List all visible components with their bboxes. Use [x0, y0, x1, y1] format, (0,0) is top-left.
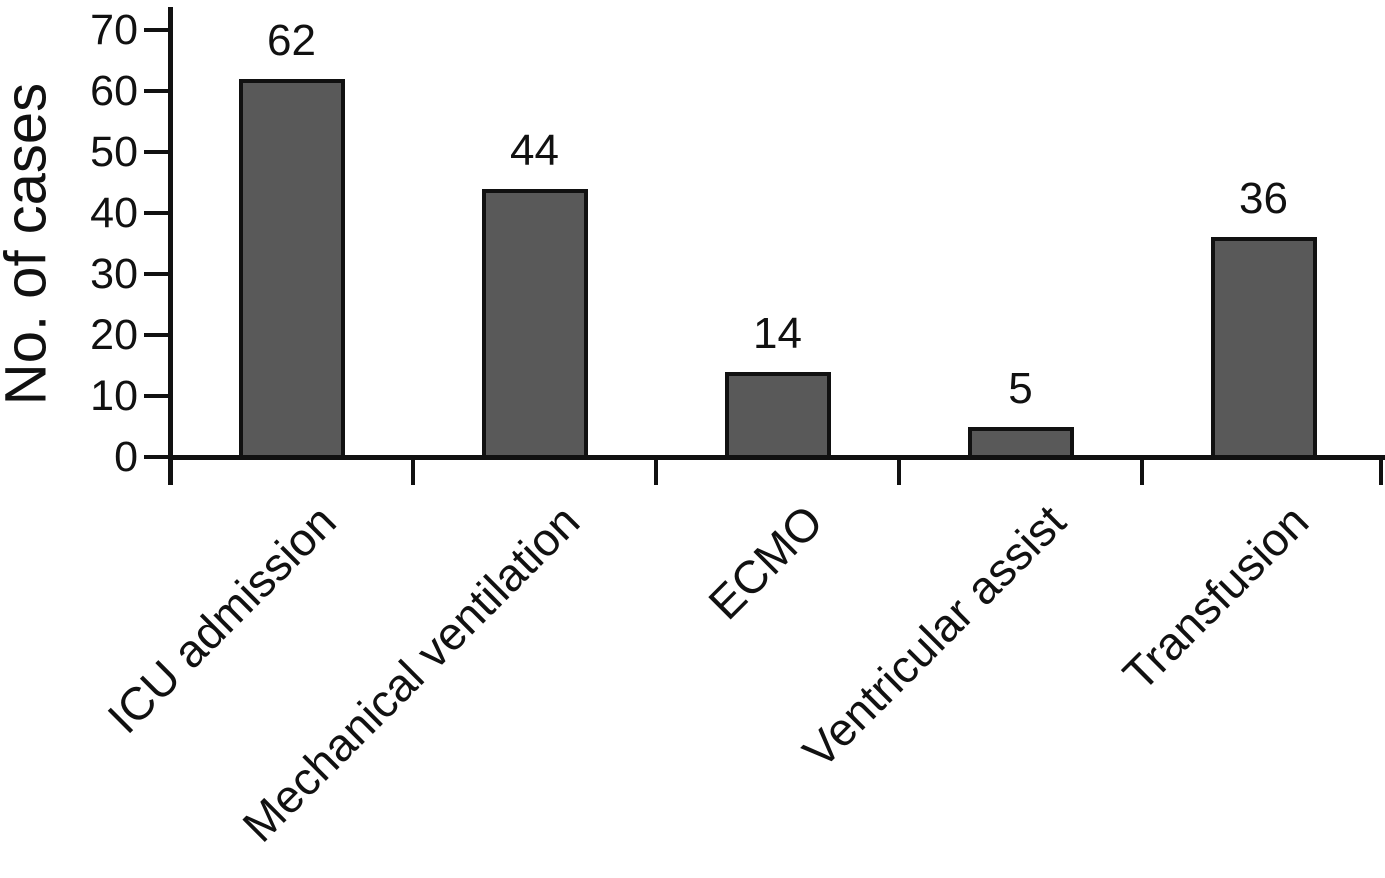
x-category-label-ventricular-assist: Ventricular assist — [792, 494, 1076, 778]
x-tick-mark — [654, 459, 658, 485]
bar-value-label: 44 — [510, 125, 559, 175]
bar-ventricular-assist — [967, 426, 1074, 459]
y-tick-mark — [144, 28, 170, 32]
y-tick-label: 30 — [90, 250, 138, 298]
x-category-label-transfusion: Transfusion — [1112, 494, 1319, 701]
bar-transfusion — [1210, 237, 1317, 459]
y-tick-label: 0 — [114, 433, 138, 481]
y-tick-mark — [144, 272, 170, 276]
x-tick-mark — [1140, 459, 1144, 485]
bar-value-label: 5 — [1008, 363, 1033, 413]
y-tick-mark — [144, 211, 170, 215]
bar-icu-admission — [238, 78, 345, 459]
x-category-label-icu-admission: ICU admission — [97, 494, 347, 744]
y-tick-mark — [144, 150, 170, 154]
bar-value-label: 14 — [753, 308, 802, 358]
y-axis-line — [168, 7, 173, 485]
bar-value-label: 36 — [1239, 174, 1288, 224]
x-tick-mark — [411, 459, 415, 485]
y-tick-label: 20 — [90, 311, 138, 359]
y-tick-mark — [144, 333, 170, 337]
bar-ecmo — [724, 371, 831, 459]
y-tick-label: 10 — [90, 372, 138, 420]
y-tick-mark — [144, 89, 170, 93]
y-tick-mark — [144, 394, 170, 398]
y-tick-mark — [144, 455, 170, 459]
bar-mechanical-ventilation — [481, 188, 588, 459]
y-tick-label: 70 — [90, 6, 138, 54]
x-tick-mark — [1379, 459, 1383, 485]
x-category-label-ecmo: ECMO — [697, 494, 833, 630]
x-tick-mark — [897, 459, 901, 485]
bar-value-label: 62 — [267, 15, 316, 65]
y-tick-label: 40 — [90, 189, 138, 237]
y-tick-label: 60 — [90, 67, 138, 115]
y-tick-label: 50 — [90, 128, 138, 176]
